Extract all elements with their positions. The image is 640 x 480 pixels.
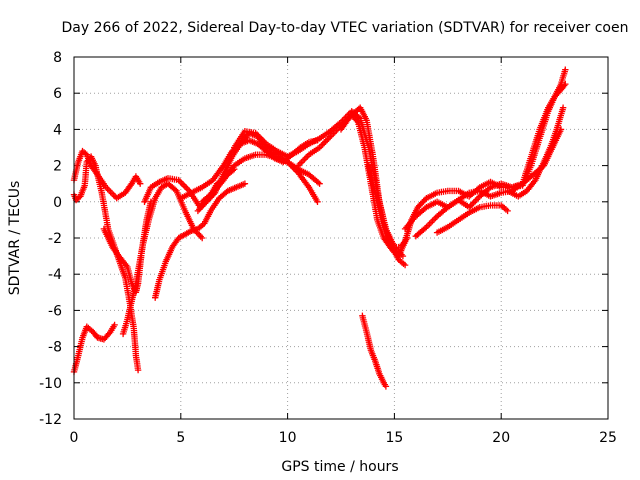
- series-arc-10: [199, 151, 323, 205]
- series-arc-5: [119, 180, 206, 338]
- data-point: [314, 198, 321, 205]
- series-arc-15: [365, 162, 411, 251]
- y-tick-label: -2: [48, 231, 62, 247]
- y-tick-label: -12: [39, 412, 62, 428]
- grid-lines: [74, 57, 608, 419]
- data-point: [137, 180, 144, 187]
- data-point: [199, 234, 206, 242]
- y-tick-label: -4: [48, 267, 62, 283]
- y-tick-label: 8: [53, 50, 62, 66]
- y-tick-label: 4: [53, 122, 62, 138]
- data-point: [134, 366, 142, 374]
- series-arc-3: [70, 321, 118, 376]
- chart-title: Day 266 of 2022, Sidereal Day-to-day VTE…: [62, 20, 629, 36]
- data-point: [316, 180, 323, 187]
- axes: 0 5 10 15 20 25 -12 -10 -8 -6 -4 -2 0 2 4 6 8: [39, 50, 617, 446]
- series-arc-12: [295, 104, 409, 269]
- data-points: [70, 66, 569, 390]
- x-tick-label: 5: [176, 430, 185, 446]
- data-point: [382, 383, 390, 390]
- series-arc-7: [152, 180, 249, 301]
- x-tick-label: 0: [70, 430, 79, 446]
- y-tick-label: -8: [48, 340, 62, 356]
- data-point: [559, 104, 567, 111]
- x-tick-label: 20: [492, 430, 510, 446]
- y-tick-label: 2: [53, 159, 62, 175]
- data-point: [111, 321, 118, 329]
- y-axis-label: SDTVAR / TECUs: [7, 181, 23, 296]
- plot-frame: [73, 56, 609, 420]
- data-point: [504, 207, 511, 215]
- y-tick-label: -6: [48, 303, 62, 319]
- data-point: [561, 82, 568, 89]
- x-axis-label: GPS time / hours: [281, 459, 398, 475]
- series-arc-20: [504, 104, 567, 200]
- y-tick-label: -10: [39, 376, 62, 392]
- data-point: [241, 180, 249, 187]
- data-point: [391, 249, 398, 256]
- series-arc-18: [412, 80, 569, 240]
- series-arc-14: [359, 312, 390, 390]
- data-point: [390, 247, 397, 255]
- y-tick-label: 6: [53, 86, 62, 102]
- data-point: [401, 261, 409, 269]
- x-tick-label: 25: [599, 430, 617, 446]
- y-tick-label: 0: [53, 195, 62, 211]
- data-point: [562, 66, 569, 73]
- series-arc-2: [70, 153, 142, 374]
- x-tick-label: 15: [385, 430, 403, 446]
- data-point: [562, 80, 569, 88]
- x-tick-label: 10: [279, 430, 297, 446]
- series-arc-19: [433, 202, 511, 236]
